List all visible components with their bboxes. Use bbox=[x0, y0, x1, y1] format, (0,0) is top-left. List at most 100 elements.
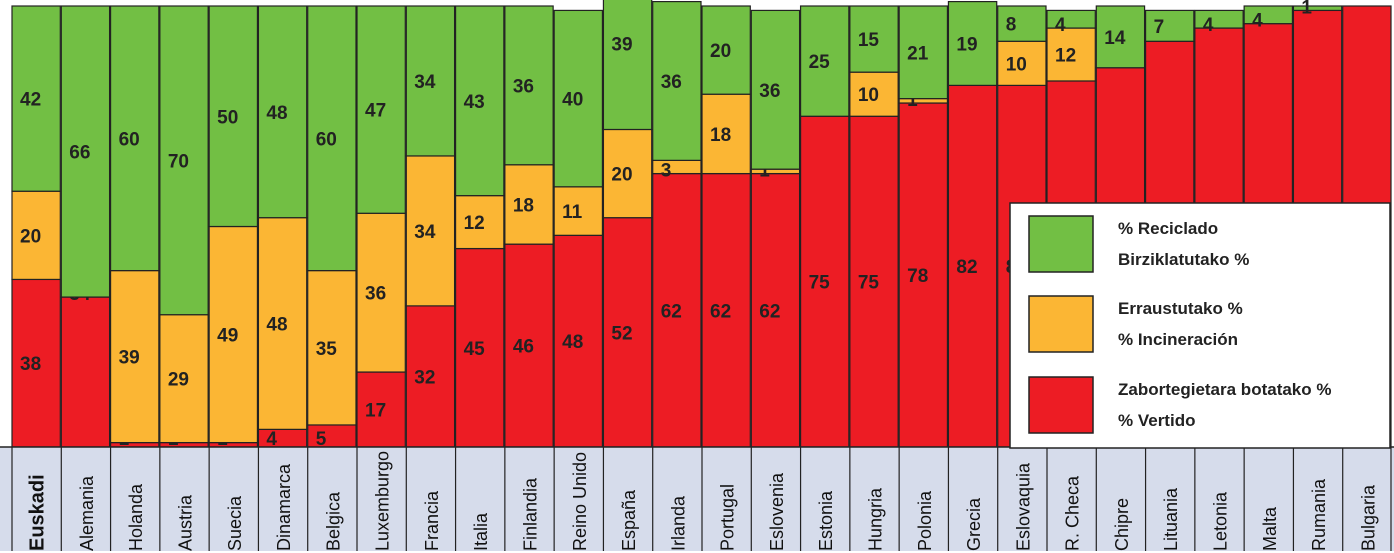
category-label-luxemburgo: Luxemburgo bbox=[373, 451, 393, 551]
category-label-reino-unido: Reino Unido bbox=[570, 452, 590, 551]
category-label-eslovenia: Eslovenia bbox=[767, 472, 787, 551]
category-label-suecia: Suecia bbox=[225, 495, 245, 551]
category-label-finlandia: Finlandia bbox=[521, 477, 541, 551]
bar-incineracion-finlandia bbox=[504, 164, 554, 245]
data-label-incineracion-portugal: 18 bbox=[710, 125, 731, 146]
data-label-vertido-luxemburgo: 17 bbox=[365, 401, 386, 422]
bar-incineracion-luxemburgo bbox=[356, 212, 406, 373]
category-label-chipre: Chipre bbox=[1112, 498, 1132, 551]
bar-incineracion-reino-unido bbox=[553, 186, 604, 236]
bar-incineracion-suecia bbox=[208, 225, 259, 444]
category-axis: Euskadi Alemania Holanda Austria Suecia Dinam… bbox=[0, 446, 1394, 551]
category-label-irlanda: Irlanda bbox=[668, 495, 688, 551]
data-label-incineracion-eslovaquia: 10 bbox=[1006, 54, 1027, 75]
data-label-incineracion-belgica: 35 bbox=[316, 339, 338, 360]
data-label-vertido-portugal: 62 bbox=[710, 301, 731, 322]
data-label-incineracion-holanda: 39 bbox=[119, 348, 140, 369]
bar-vertido-alemania bbox=[60, 296, 111, 448]
data-label-reciclado-espana: 39 bbox=[611, 34, 632, 55]
data-label-reciclado-grecia: 19 bbox=[956, 34, 977, 55]
bar-reciclado-austria bbox=[159, 5, 209, 316]
bar-reciclado-eslovenia bbox=[750, 9, 801, 170]
data-label-incineracion-hungria: 10 bbox=[858, 85, 879, 106]
category-label-malta: Malta bbox=[1260, 506, 1280, 551]
legend: % Reciclado Birziklatutako % Erraustutako … bbox=[1009, 202, 1391, 449]
data-label-incineracion-austria: 29 bbox=[168, 370, 189, 391]
data-label-incineracion-polonia: 1 bbox=[907, 90, 918, 111]
bar-reciclado-portugal bbox=[701, 5, 751, 95]
bars-layer: 3820423466139601297014950448485356017364… bbox=[11, 0, 1392, 450]
data-label-reciclado-italia: 43 bbox=[464, 92, 485, 113]
bar-incineracion-r-checa bbox=[1046, 27, 1096, 82]
category-label-lituania: Lituania bbox=[1161, 487, 1181, 551]
data-label-vertido-finlandia: 46 bbox=[513, 337, 534, 358]
category-label-r-checa: R. Checa bbox=[1063, 475, 1083, 551]
data-label-reciclado-euskadi: 42 bbox=[20, 90, 41, 111]
bar-vertido-polonia bbox=[898, 102, 949, 448]
bar-reciclado-eslovaquia bbox=[997, 5, 1047, 42]
data-label-incineracion-reino-unido: 11 bbox=[562, 202, 583, 223]
bar-incineracion-holanda bbox=[109, 270, 160, 444]
data-label-reciclado-alemania: 66 bbox=[69, 143, 90, 164]
category-label-espana: España bbox=[619, 489, 639, 551]
legend-label-vertido-alt: % Vertido bbox=[1118, 411, 1195, 430]
legend-label-vertido: Zabortegietara botatako % bbox=[1118, 380, 1332, 399]
bar-reciclado-hungria bbox=[849, 5, 899, 73]
bar-reciclado-malta bbox=[1243, 5, 1294, 25]
category-label-euskadi: Euskadi bbox=[27, 474, 49, 551]
data-label-reciclado-belgica: 60 bbox=[316, 129, 337, 150]
bar-reciclado-alemania bbox=[60, 5, 111, 298]
category-label-francia: Francia bbox=[422, 490, 442, 551]
data-label-vertido-estonia: 75 bbox=[809, 273, 831, 294]
category-label-portugal: Portugal bbox=[718, 484, 738, 551]
bar-vertido-reino-unido bbox=[553, 234, 604, 448]
bar-reciclado-suecia bbox=[208, 5, 259, 228]
data-label-incineracion-italia: 12 bbox=[464, 213, 485, 234]
legend-swatch-incineracion bbox=[1028, 295, 1094, 353]
bar-reciclado-letonia bbox=[1194, 9, 1244, 29]
data-label-incineracion-eslovenia: 1 bbox=[759, 161, 770, 182]
data-label-vertido-reino-unido: 48 bbox=[562, 332, 583, 353]
data-label-incineracion-r-checa: 12 bbox=[1055, 46, 1076, 67]
category-label-belgica: Belgica bbox=[323, 491, 343, 551]
data-label-reciclado-letonia: 4 bbox=[1203, 15, 1214, 36]
data-label-reciclado-portugal: 20 bbox=[710, 41, 731, 62]
bar-incineracion-dinamarca bbox=[257, 217, 308, 430]
bar-incineracion-hungria bbox=[849, 71, 899, 117]
category-label-eslovaquia: Eslovaquia bbox=[1013, 462, 1033, 551]
bar-reciclado-italia bbox=[454, 5, 505, 197]
data-label-vertido-irlanda: 62 bbox=[661, 301, 682, 322]
bar-reciclado-rumania bbox=[1292, 5, 1343, 12]
data-label-vertido-polonia: 78 bbox=[907, 266, 928, 287]
data-label-vertido-hungria: 75 bbox=[858, 273, 880, 294]
category-label-grecia: Grecia bbox=[964, 497, 984, 551]
category-label-austria: Austria bbox=[176, 494, 196, 551]
data-label-reciclado-polonia: 21 bbox=[907, 43, 929, 64]
data-label-reciclado-austria: 70 bbox=[168, 151, 189, 172]
bar-reciclado-espana bbox=[602, 0, 653, 131]
bar-vertido-espana bbox=[602, 217, 653, 448]
bar-incineracion-belgica bbox=[307, 270, 357, 426]
legend-label-reciclado-alt: Birziklatutako % bbox=[1118, 250, 1249, 269]
data-label-reciclado-finlandia: 36 bbox=[513, 76, 534, 97]
data-label-vertido-euskadi: 38 bbox=[20, 354, 41, 375]
data-label-incineracion-finlandia: 18 bbox=[513, 195, 534, 216]
data-label-incineracion-dinamarca: 48 bbox=[266, 315, 287, 336]
data-label-reciclado-hungria: 15 bbox=[858, 30, 880, 51]
data-label-reciclado-reino-unido: 40 bbox=[562, 90, 583, 111]
data-label-reciclado-luxemburgo: 47 bbox=[365, 101, 386, 122]
bar-reciclado-reino-unido bbox=[553, 9, 604, 188]
legend-swatch-reciclado bbox=[1028, 215, 1094, 273]
category-label-polonia: Polonia bbox=[915, 490, 935, 551]
bar-incineracion-francia bbox=[405, 155, 456, 307]
bar-reciclado-finlandia bbox=[504, 5, 554, 166]
bar-reciclado-estonia bbox=[799, 5, 850, 117]
category-label-estonia: Estonia bbox=[816, 490, 836, 551]
category-label-holanda: Holanda bbox=[126, 483, 146, 551]
bar-reciclado-lituania bbox=[1144, 9, 1195, 42]
bar-reciclado-luxemburgo bbox=[356, 5, 406, 214]
data-label-incineracion-espana: 20 bbox=[611, 165, 632, 186]
data-label-reciclado-eslovaquia: 8 bbox=[1006, 15, 1017, 36]
data-label-vertido-belgica: 5 bbox=[316, 429, 327, 450]
category-label-italia: Italia bbox=[471, 512, 491, 551]
